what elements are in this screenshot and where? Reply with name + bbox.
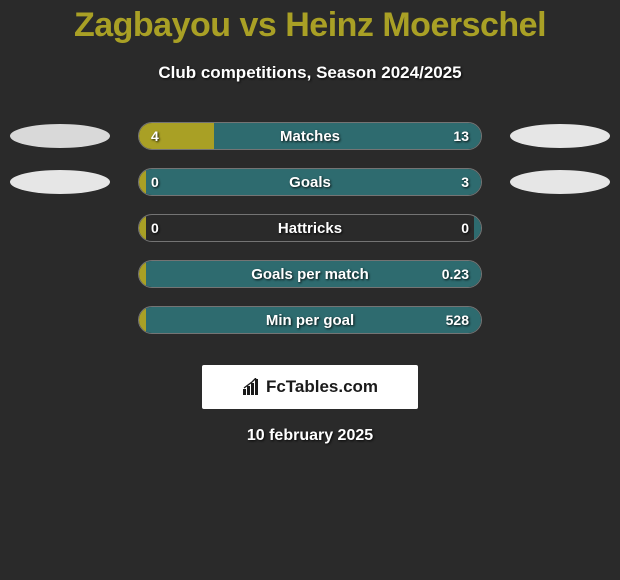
stat-bar: Hattricks 0 0: [138, 214, 482, 242]
stat-label: Matches: [280, 128, 340, 145]
player-right-marker: [510, 124, 610, 148]
stat-row: Goals per match 0.23: [0, 251, 620, 297]
stat-label: Goals per match: [251, 266, 369, 283]
stat-value-right: 13: [453, 128, 469, 144]
stat-row: Min per goal 528: [0, 297, 620, 343]
stat-bar-left-fill: [139, 169, 146, 195]
stat-row: Hattricks 0 0: [0, 205, 620, 251]
player-left-marker: [10, 124, 110, 148]
stat-row: Goals 0 3: [0, 159, 620, 205]
stat-bar: Goals 0 3: [138, 168, 482, 196]
stat-bar: Matches 4 13: [138, 122, 482, 150]
stat-value-right: 0: [461, 220, 469, 236]
stat-bar-left-fill: [139, 261, 146, 287]
page-title: Zagbayou vs Heinz Moerschel: [0, 0, 620, 45]
date-text: 10 february 2025: [0, 427, 620, 445]
stat-bar-left-fill: [139, 307, 146, 333]
stat-value-right: 3: [461, 174, 469, 190]
stat-value-left: 0: [151, 220, 159, 236]
stat-label: Goals: [289, 174, 331, 191]
stat-row: Matches 4 13: [0, 113, 620, 159]
stat-label: Hattricks: [278, 220, 342, 237]
stat-bar-right-fill: [474, 215, 481, 241]
stat-value-right: 0.23: [442, 266, 469, 282]
stat-bar: Min per goal 528: [138, 306, 482, 334]
stat-value-left: 4: [151, 128, 159, 144]
stat-value-left: 0: [151, 174, 159, 190]
brand-badge: FcTables.com: [202, 365, 418, 409]
stat-bar-left-fill: [139, 215, 146, 241]
player-left-marker: [10, 170, 110, 194]
stat-value-right: 528: [446, 312, 469, 328]
stat-bar: Goals per match 0.23: [138, 260, 482, 288]
comparison-chart: Matches 4 13 Goals 0 3 Hattricks 0 0 Goals per ma…: [0, 113, 620, 343]
brand-text: FcTables.com: [266, 377, 378, 397]
stat-label: Min per goal: [266, 312, 354, 329]
subtitle: Club competitions, Season 2024/2025: [0, 63, 620, 83]
player-right-marker: [510, 170, 610, 194]
stat-bar-right-fill: [214, 123, 481, 149]
bar-chart-icon: [242, 378, 262, 396]
